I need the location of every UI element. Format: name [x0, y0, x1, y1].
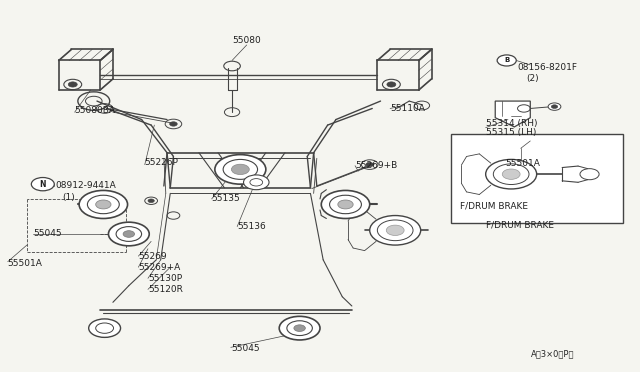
Text: 55136: 55136 [237, 222, 266, 231]
Text: 55501A: 55501A [8, 259, 43, 268]
Circle shape [548, 103, 561, 110]
Text: 55045: 55045 [231, 344, 259, 353]
Circle shape [387, 82, 396, 87]
Circle shape [551, 105, 557, 109]
Circle shape [108, 222, 149, 246]
Text: N: N [40, 180, 46, 189]
Circle shape [502, 169, 520, 179]
Circle shape [89, 319, 120, 337]
Text: 55130P: 55130P [148, 274, 182, 283]
Text: B: B [504, 57, 509, 64]
Circle shape [244, 175, 269, 190]
Circle shape [232, 164, 249, 174]
Circle shape [96, 200, 111, 209]
Circle shape [215, 155, 266, 184]
Text: 55080BA: 55080BA [75, 106, 116, 115]
Text: 55120R: 55120R [148, 285, 183, 294]
Circle shape [321, 190, 370, 218]
Circle shape [68, 82, 77, 87]
Text: 55314 (RH): 55314 (RH) [486, 119, 537, 128]
Circle shape [279, 316, 320, 340]
Text: 55045: 55045 [33, 230, 62, 238]
Circle shape [31, 177, 54, 191]
Text: 55110A: 55110A [390, 104, 425, 113]
Polygon shape [495, 101, 531, 127]
Text: 55135: 55135 [212, 195, 241, 203]
Circle shape [387, 225, 404, 235]
Circle shape [497, 55, 516, 66]
Text: 55080: 55080 [232, 36, 261, 45]
Text: F/DRUM BRAKE: F/DRUM BRAKE [460, 202, 528, 211]
Circle shape [486, 160, 537, 189]
Text: A・3×0・P・: A・3×0・P・ [531, 350, 574, 359]
Circle shape [170, 122, 177, 126]
Circle shape [370, 215, 420, 245]
Circle shape [148, 199, 154, 203]
Circle shape [294, 325, 305, 331]
Text: 08156-8201F: 08156-8201F [518, 63, 577, 72]
Bar [451, 134, 623, 223]
Text: F/DRUM BRAKE: F/DRUM BRAKE [486, 220, 554, 229]
Circle shape [338, 200, 353, 209]
Circle shape [123, 231, 134, 237]
Circle shape [366, 162, 374, 167]
Text: (2): (2) [526, 74, 538, 83]
Text: 55269: 55269 [138, 251, 167, 261]
Text: (1): (1) [62, 193, 75, 202]
Text: 55269+B: 55269+B [355, 161, 397, 170]
Text: 55269+A: 55269+A [138, 263, 180, 272]
Text: 55226P: 55226P [145, 157, 179, 167]
Text: 08912-9441A: 08912-9441A [56, 182, 116, 190]
Text: 55501A: 55501A [505, 159, 540, 169]
Text: 55315 (LH): 55315 (LH) [486, 128, 536, 137]
Circle shape [79, 190, 127, 218]
